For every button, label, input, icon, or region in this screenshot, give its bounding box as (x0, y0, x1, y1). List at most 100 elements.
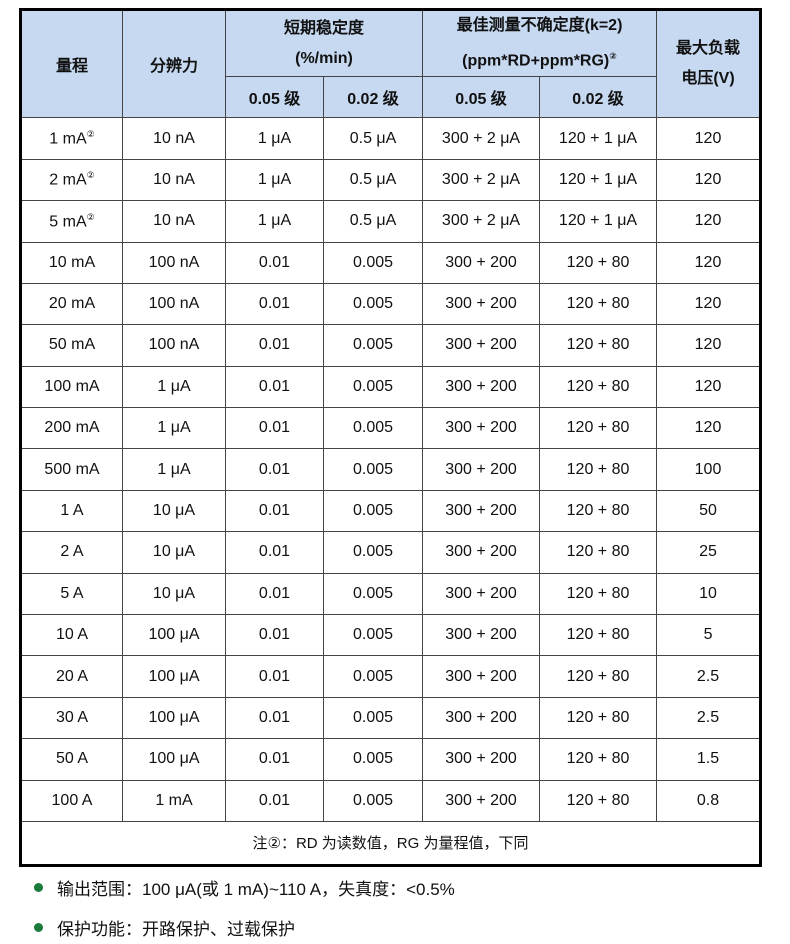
table-cell: 300 + 200 (422, 489, 541, 533)
table-row: 5 mA② 10 nA 1 μA 0.5 μA 300 + 2 μA 120 + 1 μA… (20, 200, 762, 243)
table-cell: 0.005 (322, 738, 424, 781)
table-cell: 50 mA (20, 324, 123, 367)
table-cell: 10 nA (122, 200, 226, 243)
bullet-item: 输出范围：100 μA(或 1 mA)~110 A，失真度：<0.5% (34, 875, 455, 900)
table-cell: 10 A (20, 614, 123, 657)
table-cell: 0.005 (322, 282, 424, 326)
table-cell: 1.5 (656, 738, 762, 781)
table-cell: 120 + 80 (539, 365, 658, 409)
table-cell: 300 + 200 (422, 448, 541, 491)
table-cell: 0.01 (225, 779, 324, 822)
table-cell: 1 μA (122, 365, 226, 409)
table-row: 5 A 10 μA 0.01 0.005 300 + 200 120 + 80 10 (20, 572, 762, 616)
header-range: 量程 (20, 8, 123, 119)
table-cell: 0.005 (322, 241, 424, 284)
table-cell: 50 A (20, 738, 123, 781)
header-resolution: 分辨力 (122, 8, 226, 119)
table-cell: 120 (656, 158, 762, 202)
table-cell: 120 + 80 (539, 448, 658, 491)
table-cell: 0.01 (225, 365, 324, 409)
table-cell: 120 + 80 (539, 241, 658, 284)
bullet-icon (34, 923, 43, 932)
table-cell: 120 (656, 241, 762, 284)
header-max-voltage: 最大负载 电压(V) (656, 8, 762, 119)
table-cell: 100 mA (20, 365, 123, 409)
table-cell: 100 μA (122, 655, 226, 698)
table-cell: 0.01 (225, 407, 324, 450)
table-row: 2 mA② 10 nA 1 μA 0.5 μA 300 + 2 μA 120 + 1 μA… (20, 158, 762, 202)
table-cell: 1 μA (225, 158, 324, 202)
table-row: 2 A 10 μA 0.01 0.005 300 + 200 120 + 80 25 (20, 531, 762, 574)
table-cell: 0.01 (225, 324, 324, 367)
table-cell: 120 (656, 117, 762, 160)
header-uncertainty: 最佳测量不确定度(k=2) (ppm*RD+ppm*RG)② (422, 8, 658, 78)
table-cell: 120 + 80 (539, 779, 658, 822)
table-cell: 10 μA (122, 489, 226, 533)
table-cell: 0.005 (322, 448, 424, 491)
table-cell: 0.5 μA (322, 200, 424, 243)
table-cell: 0.005 (322, 324, 424, 367)
table-cell: 0.005 (322, 655, 424, 698)
table-row: 10 mA 100 nA 0.01 0.005 300 + 200 120 + 80 120 (20, 241, 762, 284)
table-cell: 1 mA (122, 779, 226, 822)
header-grade: 0.02 级 (539, 76, 658, 119)
table-cell: 1 μA (122, 407, 226, 450)
table-cell: 0.01 (225, 282, 324, 326)
table-cell: 0.005 (322, 614, 424, 657)
spec-table: 量程 分辨力 短期稳定度 (%/min) 最佳测量不确定度(k=2) (ppm*RD… (19, 8, 763, 867)
table-row: 10 A 100 μA 0.01 0.005 300 + 200 120 + 80 5 (20, 614, 762, 657)
table-cell: 0.005 (322, 572, 424, 616)
table-cell: 120 + 80 (539, 531, 658, 574)
table-cell: 300 + 200 (422, 324, 541, 367)
table-cell: 120 + 80 (539, 614, 658, 657)
table-cell: 5 mA② (20, 200, 123, 243)
table-cell: 120 + 80 (539, 738, 658, 781)
table-row: 30 A 100 μA 0.01 0.005 300 + 200 120 + 80 2.5 (20, 696, 762, 740)
table-row: 20 A 100 μA 0.01 0.005 300 + 200 120 + 80 2.5 (20, 655, 762, 698)
table-cell: 25 (656, 531, 762, 574)
header-grade: 0.02 级 (322, 76, 424, 119)
table-cell: 20 mA (20, 282, 123, 326)
table-cell: 120 + 80 (539, 572, 658, 616)
table-cell: 120 + 1 μA (539, 117, 658, 160)
table-cell: 0.01 (225, 489, 324, 533)
table-cell: 300 + 200 (422, 572, 541, 616)
table-cell: 100 nA (122, 324, 226, 367)
table-cell: 0.5 μA (322, 117, 424, 160)
table-row: 50 A 100 μA 0.01 0.005 300 + 200 120 + 80 1.5 (20, 738, 762, 781)
table-cell: 10 nA (122, 158, 226, 202)
table-cell: 2 A (20, 531, 123, 574)
table-cell: 0.005 (322, 531, 424, 574)
table-cell: 100 μA (122, 614, 226, 657)
header-grade: 0.05 级 (225, 76, 324, 119)
table-cell: 300 + 200 (422, 655, 541, 698)
table-cell: 100 μA (122, 696, 226, 740)
table-cell: 300 + 2 μA (422, 117, 541, 160)
table-cell: 120 (656, 282, 762, 326)
table-cell: 120 + 80 (539, 282, 658, 326)
table-cell: 300 + 200 (422, 531, 541, 574)
table-cell: 120 + 80 (539, 324, 658, 367)
header-stability: 短期稳定度 (%/min) (224, 8, 424, 78)
table-cell: 300 + 200 (422, 614, 541, 657)
table-cell: 120 + 80 (539, 489, 658, 533)
table-row: 20 mA 100 nA 0.01 0.005 300 + 200 120 + 80 120 (20, 282, 762, 326)
table-cell: 0.01 (225, 572, 324, 616)
table-cell: 0.01 (225, 738, 324, 781)
table-cell: 300 + 200 (422, 407, 541, 450)
bullet-item: 保护功能：开路保护、过载保护 (34, 915, 295, 940)
table-cell: 120 + 80 (539, 407, 658, 450)
table-cell: 0.01 (225, 696, 324, 740)
table-cell: 120 + 1 μA (539, 158, 658, 202)
table-cell: 300 + 200 (422, 365, 541, 409)
table-cell: 50 (656, 489, 762, 533)
table-cell: 1 mA② (20, 117, 123, 160)
bullet-icon (34, 883, 43, 892)
table-cell: 120 (656, 324, 762, 367)
table-cell: 500 mA (20, 448, 123, 491)
table-cell: 1 μA (225, 200, 324, 243)
table-cell: 0.01 (225, 448, 324, 491)
table-cell: 20 A (20, 655, 123, 698)
table-cell: 100 nA (122, 241, 226, 284)
